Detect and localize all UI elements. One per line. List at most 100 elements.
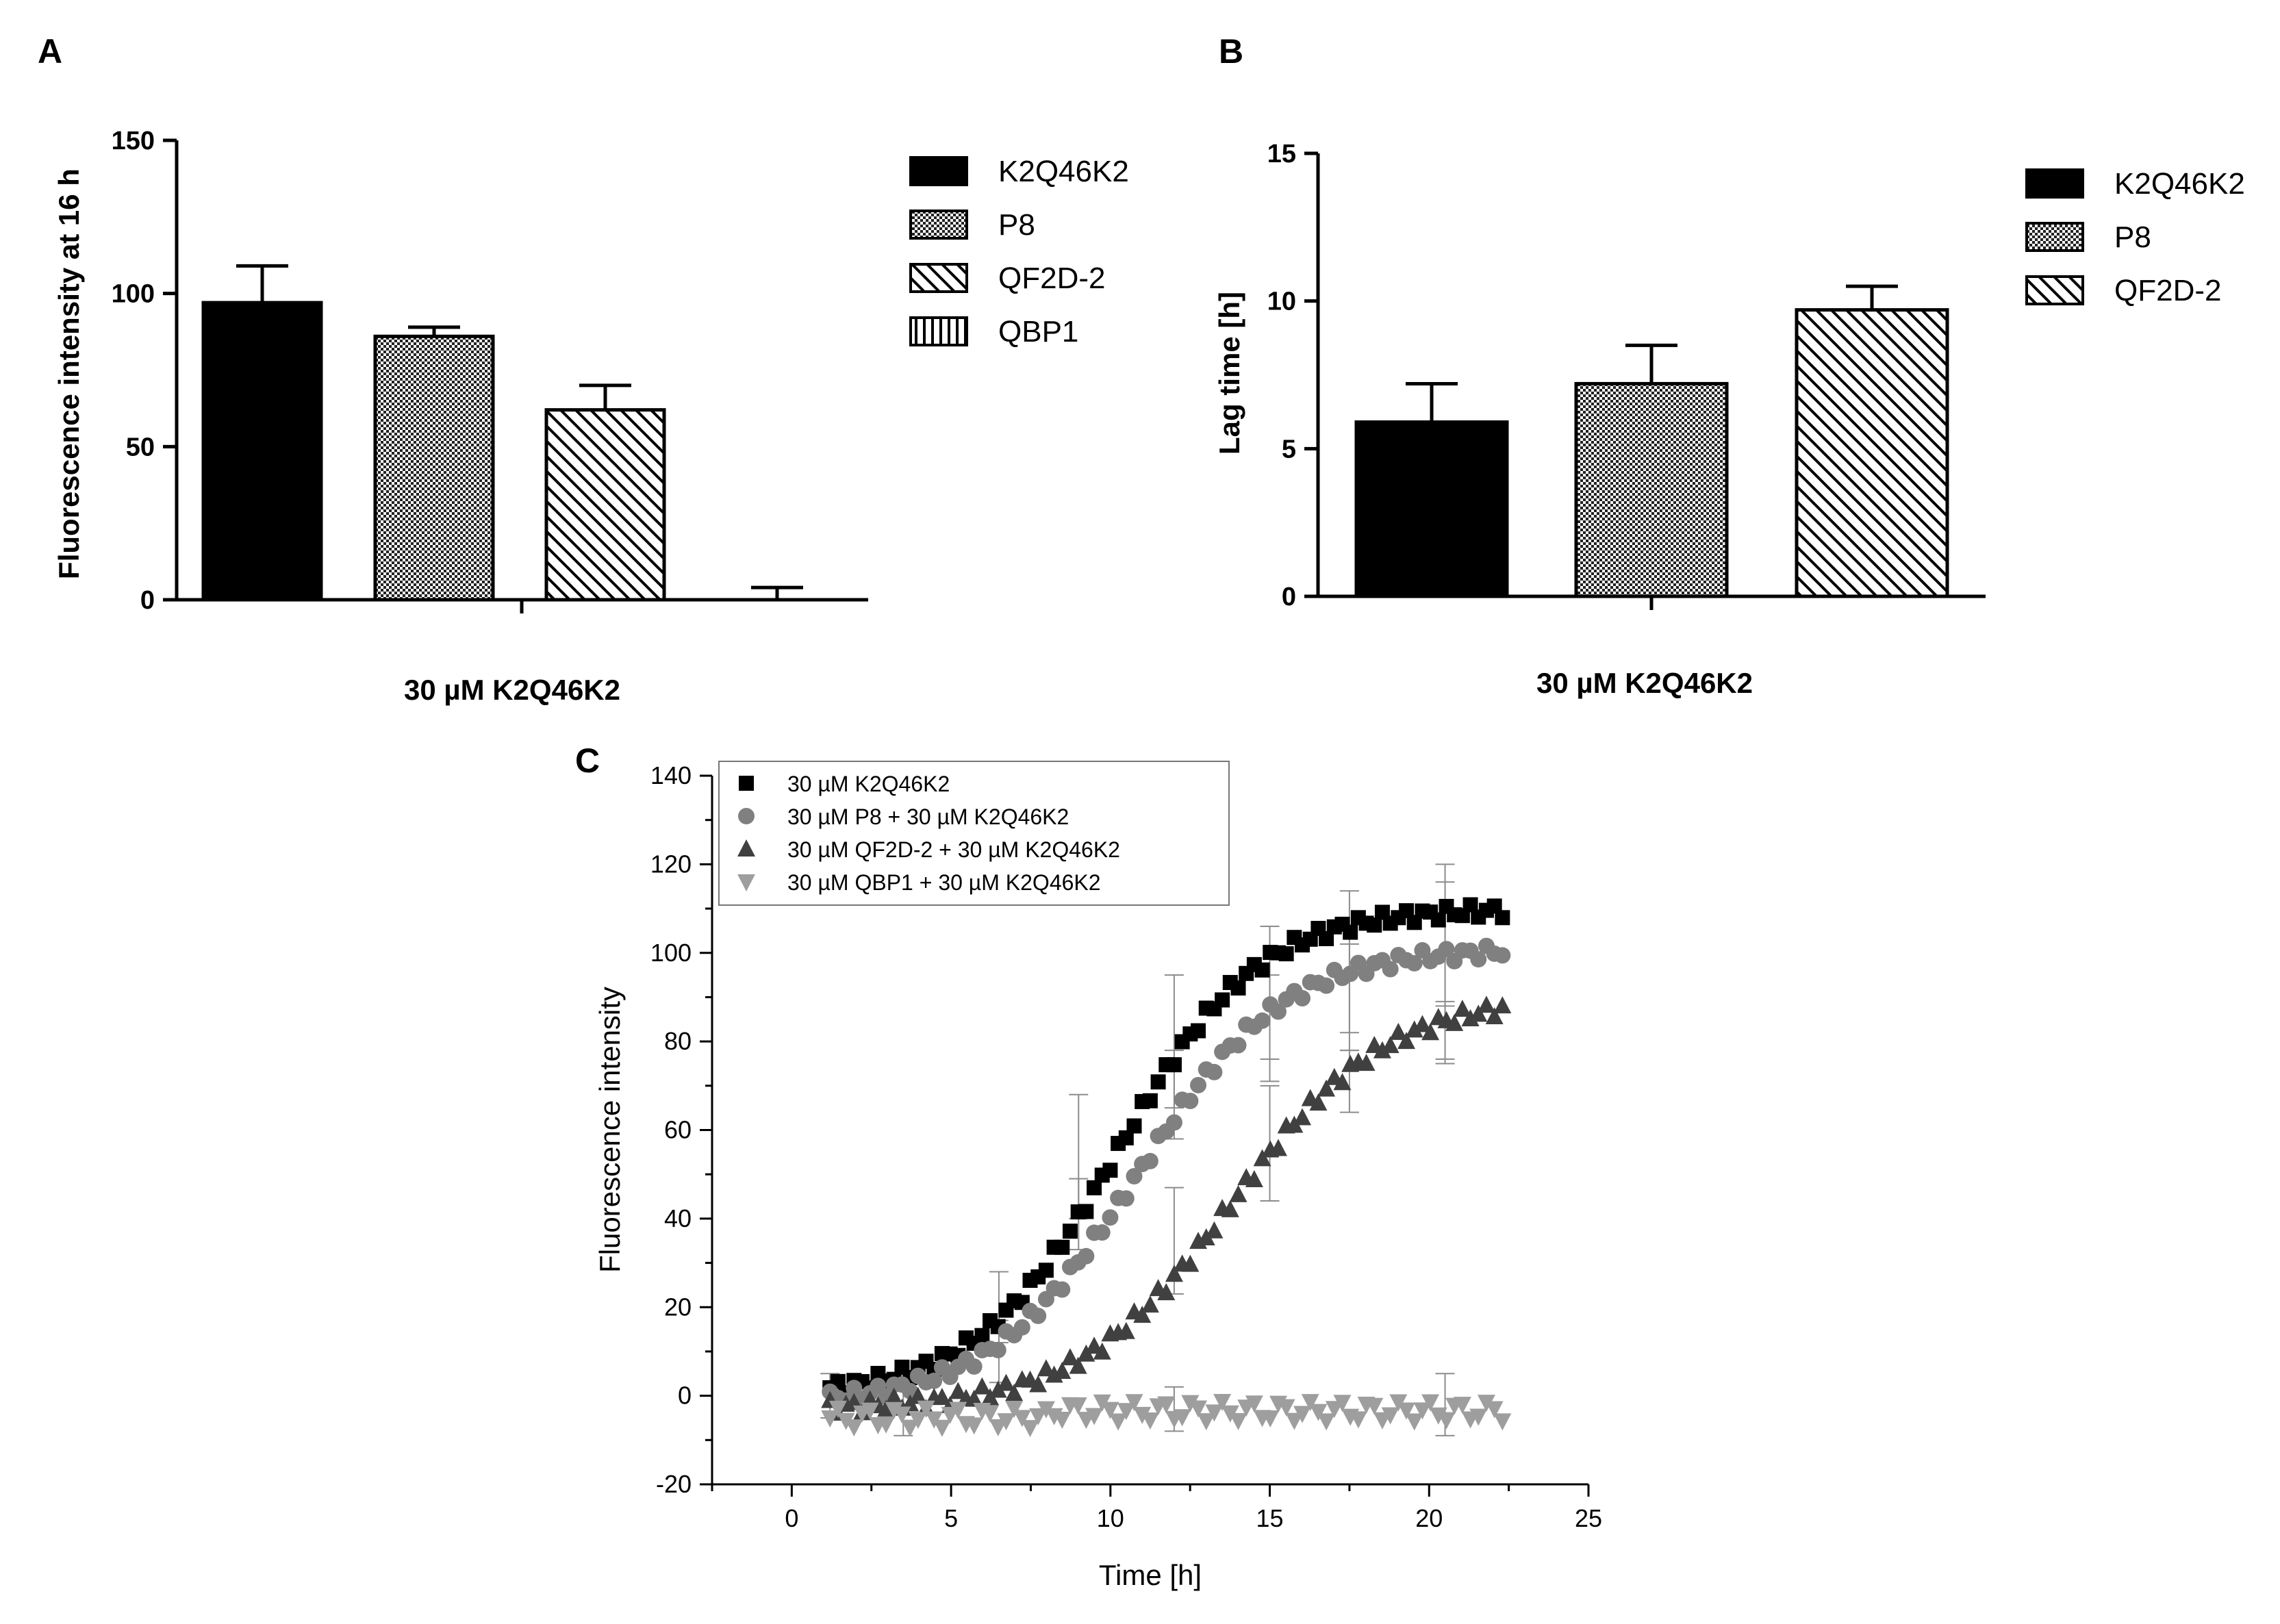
a-bar-k2q46k2: [201, 301, 323, 602]
c-point-circle: [1254, 1012, 1271, 1029]
c-point-triangle-down: [1181, 1395, 1200, 1412]
c-point-triangle-down: [1213, 1394, 1232, 1412]
a-y-tick-label: 100: [112, 280, 155, 309]
c-point-triangle-up: [1069, 1356, 1087, 1374]
c-point-triangle-down: [828, 1400, 847, 1418]
c-point-triangle-down: [1245, 1395, 1263, 1413]
c-point-triangle-down: [1429, 1407, 1447, 1425]
a-y-tick-label: 50: [126, 433, 155, 461]
c-point-triangle-down: [1349, 1411, 1367, 1429]
c-point-triangle-up: [1389, 1022, 1408, 1040]
c-point-triangle-up: [1037, 1359, 1055, 1377]
b-legend-swatch: [2025, 168, 2084, 199]
c-point-circle: [1470, 951, 1487, 968]
panel-a-bar-chart: Fluorescence intensity at 16 h 30 µM K2Q…: [53, 127, 1129, 706]
panel-b-bar-chart: Lag time [h] 30 µM K2Q46K2 0 5 10 15 K2Q46K…: [1213, 140, 2245, 699]
c-point-triangle-down: [1325, 1401, 1343, 1419]
b-y-tick-label: 10: [1267, 288, 1296, 316]
c-point-triangle-up: [1421, 1023, 1440, 1041]
c-point-circle: [1318, 977, 1335, 994]
c-point-triangle-down: [1469, 1408, 1488, 1426]
c-point-triangle-down: [1133, 1406, 1152, 1424]
panel-a-x-axis-label: 30 µM K2Q46K2: [404, 674, 620, 706]
c-y-tick-label: 80: [664, 1027, 692, 1055]
b-legend-swatch: [2025, 222, 2084, 252]
c-point-triangle-up: [1373, 1041, 1391, 1058]
c-point-triangle-up: [885, 1387, 903, 1405]
c-point-square: [1142, 1093, 1158, 1108]
c-point-square: [1150, 1074, 1166, 1090]
c-point-triangle-up: [1221, 1200, 1239, 1217]
c-y-tick-label: 100: [650, 939, 692, 967]
c-point-triangle-down: [1125, 1394, 1143, 1412]
c-point-triangle-up: [1493, 996, 1512, 1014]
b-bar-p8: [1574, 381, 1729, 598]
c-point-circle: [965, 1358, 983, 1375]
c-y-tick-label: 20: [664, 1293, 692, 1321]
c-point-circle: [1117, 1190, 1135, 1207]
c-point-square: [1486, 898, 1502, 914]
c-point-circle: [1102, 1209, 1119, 1226]
b-y-tick-label: 5: [1282, 435, 1296, 464]
c-point-triangle-up: [1205, 1221, 1224, 1239]
c-legend-marker: [737, 839, 755, 857]
c-point-triangle-up: [1469, 1004, 1488, 1022]
c-legend-label: 30 µM QBP1 + 30 µM K2Q46K2: [787, 870, 1101, 895]
c-point-triangle-down: [1013, 1410, 1031, 1428]
c-point-triangle-down: [837, 1412, 855, 1430]
c-point-circle: [1182, 1093, 1199, 1110]
c-x-tick-label: 15: [1256, 1504, 1284, 1532]
c-point-triangle-down: [861, 1402, 879, 1420]
a-legend-swatch: [909, 316, 968, 346]
c-point-triangle-down: [1309, 1404, 1328, 1421]
c-point-triangle-down: [1437, 1412, 1456, 1430]
c-point-triangle-down: [1317, 1413, 1336, 1431]
c-point-triangle-up: [1093, 1342, 1111, 1360]
c-point-square: [1278, 946, 1294, 962]
panel-label-a: A: [38, 32, 62, 71]
c-point-square: [1230, 980, 1246, 996]
c-point-triangle-down: [981, 1405, 1000, 1423]
panel-c-y-axis-label: Fluorescence intensity: [594, 987, 626, 1273]
c-point-triangle-down: [1493, 1413, 1512, 1431]
c-point-triangle-up: [1061, 1348, 1079, 1366]
c-point-square: [1166, 1057, 1182, 1073]
c-point-triangle-down: [1285, 1412, 1304, 1430]
b-y-tick-label: 15: [1267, 140, 1296, 168]
c-point-triangle-down: [909, 1412, 927, 1430]
panel-a-y-axis-label: Fluorescence intensity at 16 h: [53, 168, 85, 579]
c-point-triangle-down: [1277, 1399, 1295, 1417]
c-point-square: [1126, 1118, 1142, 1134]
c-point-triangle-down: [1205, 1404, 1224, 1422]
c-point-triangle-down: [1477, 1395, 1495, 1412]
a-legend-swatch: [909, 263, 968, 293]
c-point-square: [1430, 912, 1446, 928]
c-point-square: [1254, 962, 1270, 978]
c-point-triangle-down: [885, 1401, 903, 1419]
c-point-triangle-up: [1053, 1361, 1072, 1379]
c-point-triangle-down: [1157, 1396, 1176, 1414]
panel-b-x-axis-label: 30 µM K2Q46K2: [1536, 667, 1753, 699]
c-point-triangle-down: [1381, 1407, 1399, 1425]
c-legend-marker: [739, 776, 754, 791]
c-point-triangle-up: [1005, 1384, 1024, 1401]
c-point-square: [1118, 1130, 1134, 1145]
c-point-triangle-up: [1029, 1375, 1048, 1393]
a-bar-p8: [373, 334, 495, 602]
panel-b-y-axis-label: Lag time [h]: [1213, 292, 1245, 455]
c-legend-box: [718, 761, 1230, 906]
c-point-circle: [1054, 1281, 1071, 1298]
c-point-triangle-down: [1141, 1412, 1159, 1430]
c-point-triangle-down: [877, 1416, 896, 1434]
panel-c-scatter-chart: Time [h] Fluorescence intensity -20 0 20 40…: [594, 761, 1602, 1591]
c-point-triangle-down: [1365, 1397, 1384, 1415]
panel-label-b: B: [1219, 32, 1243, 71]
c-point-circle: [1093, 1224, 1111, 1241]
c-point-triangle-up: [1485, 1007, 1504, 1025]
c-point-triangle-down: [1197, 1413, 1215, 1431]
c-point-triangle-down: [1421, 1394, 1440, 1412]
c-y-tick-label: 0: [678, 1382, 692, 1410]
c-point-triangle-down: [1485, 1401, 1504, 1419]
panel-c-x-axis-label: Time [h]: [1099, 1559, 1202, 1591]
c-point-circle: [1078, 1247, 1095, 1265]
